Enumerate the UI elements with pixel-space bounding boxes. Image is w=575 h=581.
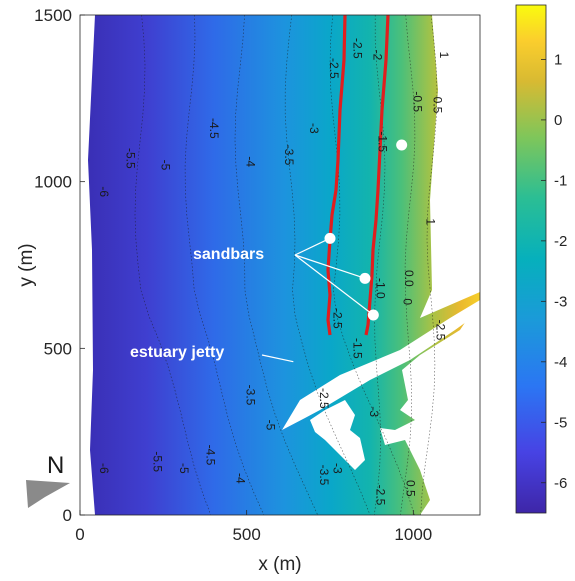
marker-point — [396, 139, 408, 151]
contour-label: -6 — [97, 186, 111, 197]
contour-label: 0.5 — [430, 97, 444, 114]
contour-line — [374, 15, 386, 515]
north-arrow-icon — [26, 480, 70, 508]
contour-label: -3.5 — [317, 465, 331, 486]
contour-label: -3 — [330, 463, 344, 474]
colorbar-tick-label: 1 — [554, 51, 562, 68]
contour-label: 1 — [424, 218, 438, 225]
contour-label: -5.5 — [150, 451, 164, 472]
sandbar-line — [364, 15, 390, 336]
contour-label: -0.5 — [410, 91, 424, 112]
x-tick-label: 500 — [232, 525, 260, 544]
contour-label: -5 — [264, 420, 278, 431]
contour-labels: -2.5 -2 -2.5 -0.5 0.5 1 -4.5 -3 -1.5 -5.5 -5 -4 -3.5… — [97, 38, 451, 506]
y-axis-label: y (m) — [16, 243, 37, 286]
x-axis-ticks: 0 500 1000 — [75, 510, 432, 544]
contour-line — [284, 15, 371, 515]
y-tick-label: 1500 — [34, 6, 72, 25]
sandbar-leader-line — [294, 237, 331, 256]
annotation-estuary-jetty: estuary jetty — [130, 344, 224, 361]
colorbar-tick-label: -1 — [554, 172, 567, 189]
contour-label: -4.5 — [207, 118, 221, 139]
contour-label: -2.5 — [330, 308, 344, 329]
annotation-leader-lines — [261, 237, 374, 363]
contour-label: -5 — [159, 160, 173, 171]
contour-label: -2 — [370, 50, 384, 61]
contour-label: 1 — [437, 52, 451, 59]
contour-label: -2.5 — [350, 38, 364, 59]
colorbar-tick-label: -2 — [554, 233, 567, 250]
sandbar-leader-line — [294, 254, 374, 316]
contour-label: -1.5 — [350, 338, 364, 359]
contour-label: -4 — [244, 156, 258, 167]
y-axis-ticks: 0 500 1000 1500 — [34, 6, 85, 525]
contour-label: -1.0 — [374, 278, 388, 299]
contour-label: -2.5 — [374, 485, 388, 506]
colorbar-tick-label: -4 — [554, 354, 567, 371]
contour-line — [400, 15, 416, 515]
sandbar-leader-line — [294, 254, 366, 279]
colorbar-tick-label: -6 — [554, 475, 567, 492]
contour-label: -1.5 — [375, 131, 389, 152]
estuary-channel — [282, 300, 480, 430]
north-label: N — [47, 452, 64, 479]
plot-frame — [79, 14, 481, 516]
colorbar-gradient — [515, 4, 547, 514]
colorbar-tick-label: -3 — [554, 293, 567, 310]
x-axis-label: x (m) — [258, 554, 301, 575]
contour-label: -3.5 — [244, 385, 258, 406]
contour-label: -5 — [177, 463, 191, 474]
x-tick-label: 0 — [75, 525, 84, 544]
colorbar: 1 0 -1 -2 -3 -4 -5 -6 — [515, 4, 567, 514]
estuary-basin — [310, 400, 365, 470]
contour-line — [420, 15, 438, 515]
contour-label: -4.5 — [204, 445, 218, 466]
x-tick-label: 1000 — [394, 525, 432, 544]
plot-area: -2.5 -2 -2.5 -0.5 0.5 1 -4.5 -3 -1.5 -5.5 -5 -4 -3.5… — [16, 6, 481, 575]
contour-label: -3 — [367, 406, 381, 417]
north-arrow: N — [26, 452, 70, 508]
contour-label: -5.5 — [124, 148, 138, 169]
contour-label: 0.5 — [404, 480, 418, 497]
contour-label: -3 — [307, 123, 321, 134]
colorbar-ticks: 1 0 -1 -2 -3 -4 -5 -6 — [541, 51, 567, 492]
contour-label: -3.5 — [282, 145, 296, 166]
sandbar-lines — [326, 15, 390, 336]
contour-label: -6 — [97, 463, 111, 474]
contour-label: -2.5 — [327, 58, 341, 79]
colorbar-tick-label: 0 — [554, 112, 562, 129]
y-tick-label: 500 — [44, 339, 72, 358]
contour-label: -2.5 — [317, 388, 331, 409]
contour-line — [134, 15, 211, 515]
sandbar-line — [326, 15, 347, 336]
annotation-sandbars: sandbars — [193, 246, 264, 263]
annotations: sandbars estuary jetty — [130, 139, 408, 363]
contour-lines — [134, 15, 438, 515]
contour-label: -2.5 — [434, 320, 448, 341]
jetty-leader-line — [261, 354, 294, 363]
y-tick-label: 0 — [63, 506, 72, 525]
y-tick-label: 1000 — [34, 173, 72, 192]
contour-label: 0 — [400, 298, 414, 305]
contour-label: 0.0 — [402, 270, 416, 287]
colorbar-tick-label: -5 — [554, 414, 567, 431]
contour-label: -4 — [234, 473, 248, 484]
